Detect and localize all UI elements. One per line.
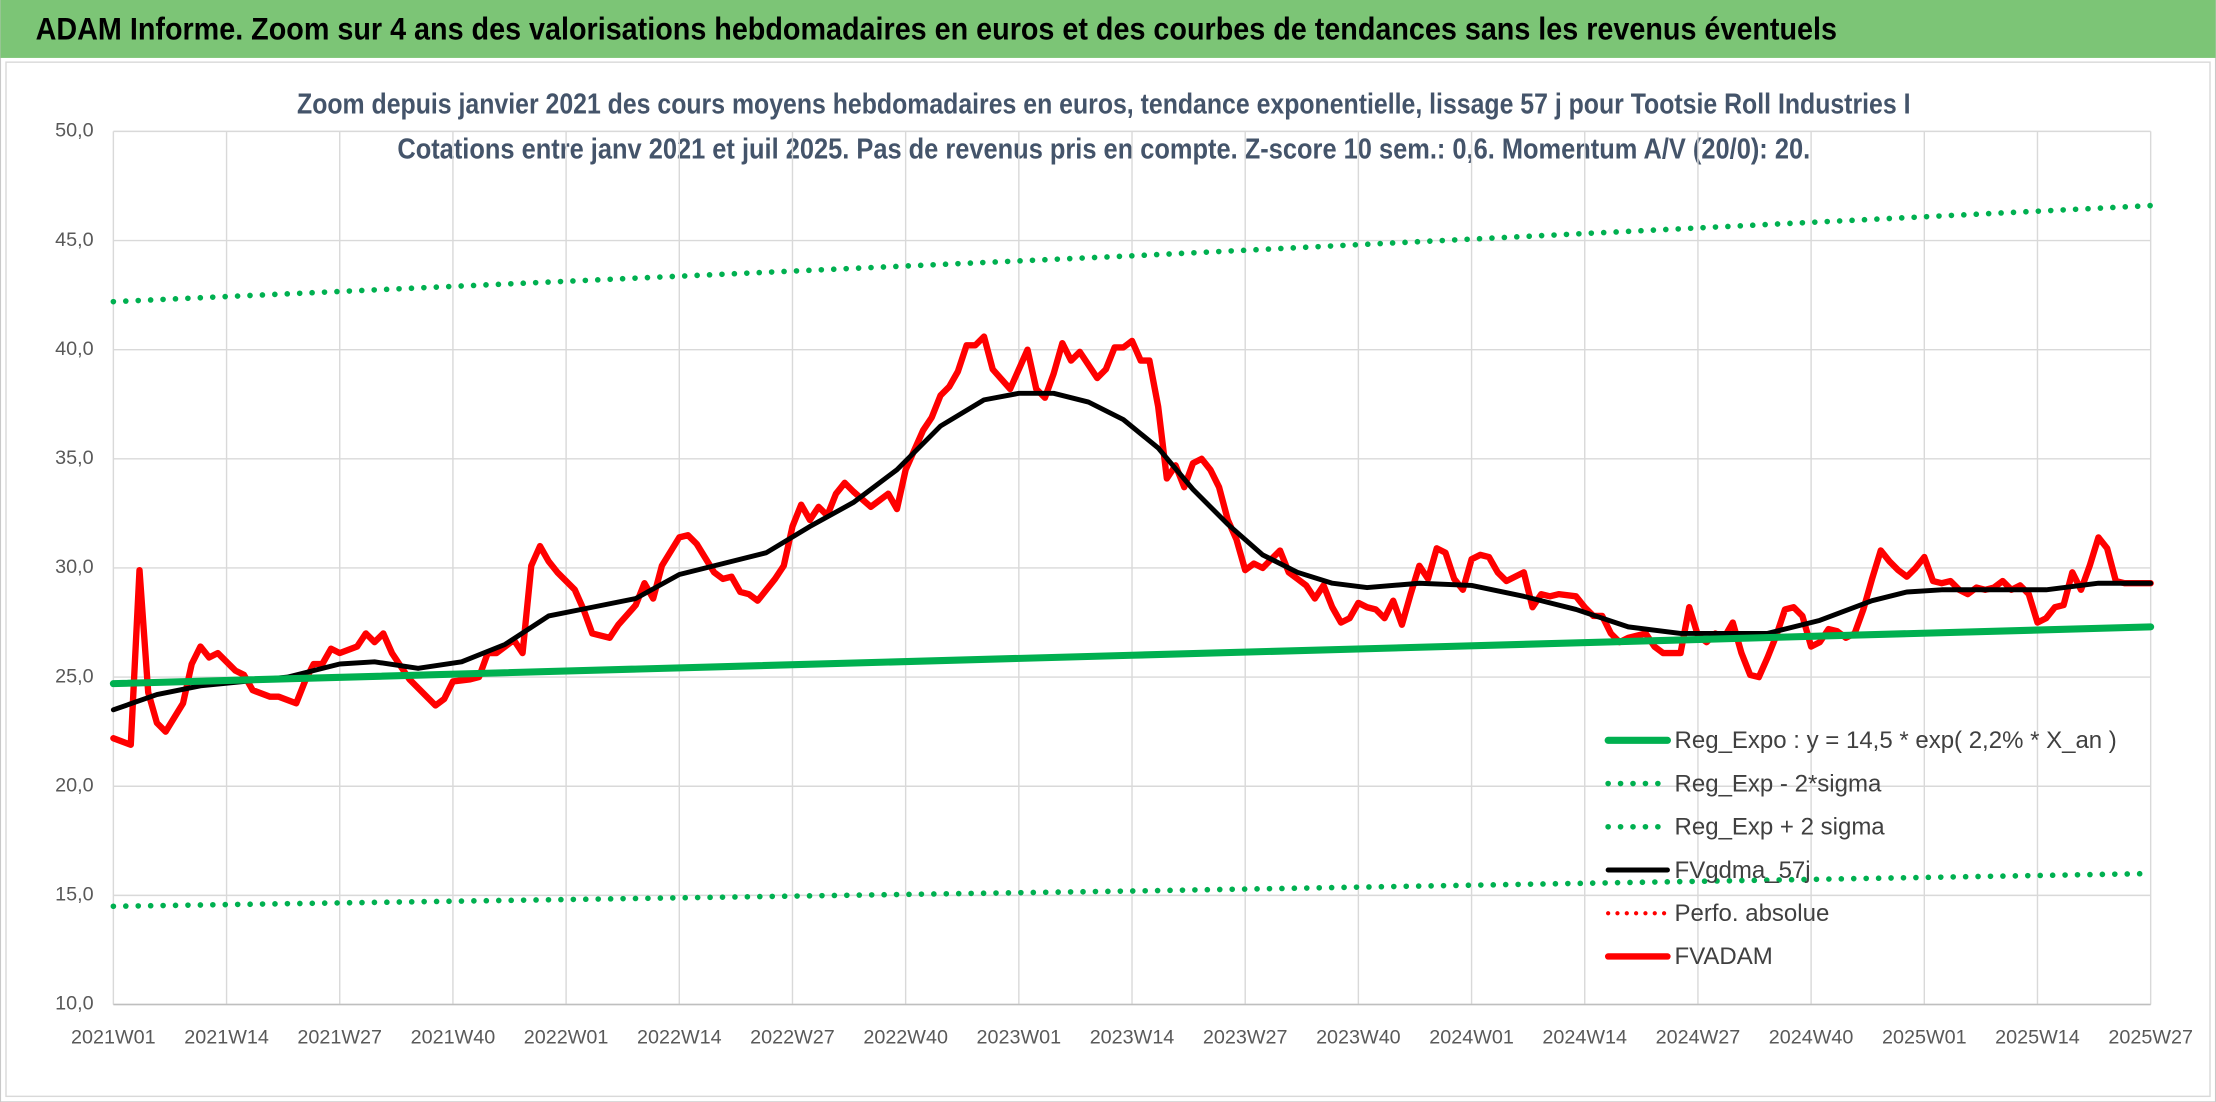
x-tick-label: 2022W14 [637,1027,722,1049]
plot [109,202,2155,910]
y-tick-label: 40,0 [55,338,93,360]
y-tick-label: 15,0 [55,884,93,906]
x-tick-label: 2024W14 [1542,1027,1627,1049]
grid: 10,0 15,0 20,0 25,0 30,0 35,0 40,0 45,0 50,0 2021… [55,120,2193,1049]
x-tick-label: 2022W27 [750,1027,835,1049]
y-tick-label: 10,0 [55,993,93,1015]
x-tick-label: 2021W40 [411,1027,496,1049]
x-tick-label: 2021W01 [71,1027,156,1049]
series-line [110,390,2154,713]
series-line [110,870,2154,910]
x-tick-label: 2021W27 [297,1027,382,1049]
x-tick-label: 2023W14 [1090,1027,1175,1049]
legend-label: Perfo. absolue [1675,900,1830,927]
x-tick-label: 2023W27 [1203,1027,1288,1049]
y-tick-label: 35,0 [55,447,93,469]
header-title: ADAM Informe. Zoom sur 4 ans des valoris… [36,11,1837,46]
x-tick-label: 2022W40 [863,1027,948,1049]
y-tick-label: 45,0 [55,229,93,251]
x-tick-label: 2023W01 [977,1027,1062,1049]
y-tick-label: 30,0 [55,556,93,578]
y-tick-label: 25,0 [55,665,93,687]
x-tick-label: 2024W40 [1769,1027,1854,1049]
y-tick-label: 50,0 [55,120,93,142]
x-tick-label: 2024W27 [1656,1027,1741,1049]
legend: Reg_Expo : y = 14,5 * exp( 2,2% * X_an )… [1604,727,2117,970]
header-bar [0,0,2216,58]
legend-label: Reg_Exp - 2*sigma [1675,770,1882,797]
legend-label: FVADAM [1675,943,1773,970]
chart-title: Zoom depuis janvier 2021 des cours moyen… [297,87,1910,119]
x-tick-label: 2023W40 [1316,1027,1401,1049]
legend-label: FVgdma_57j [1675,857,1811,884]
x-tick-label: 2025W01 [1882,1027,1967,1049]
x-tick-label: 2022W01 [524,1027,609,1049]
legend-label: Reg_Exp + 2 sigma [1675,814,1886,841]
x-tick-label: 2024W01 [1429,1027,1514,1049]
series-line [110,333,2154,748]
y-tick-label: 20,0 [55,774,93,796]
chart-frame [5,61,2211,1098]
x-tick-label: 2025W27 [2108,1027,2193,1049]
chart-subtitle: Cotations entre janv 2021 et juil 2025. … [397,133,1810,165]
series-line [109,623,2155,688]
x-tick-label: 2021W14 [184,1027,269,1049]
series-line [110,202,2154,305]
legend-label: Reg_Expo : y = 14,5 * exp( 2,2% * X_an ) [1675,727,2117,754]
x-tick-label: 2025W14 [1995,1027,2080,1049]
